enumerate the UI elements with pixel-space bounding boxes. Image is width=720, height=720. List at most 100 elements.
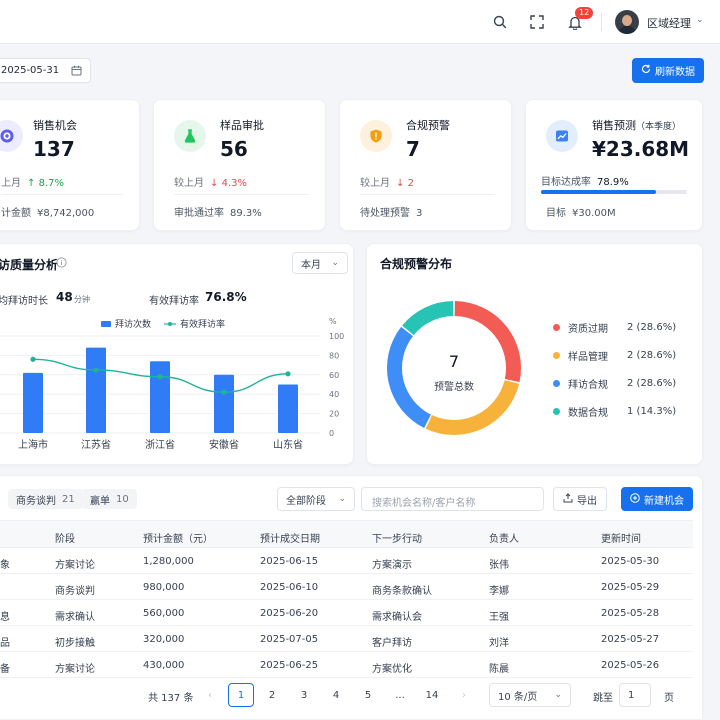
- page-size-select[interactable]: 10 条/页 ⌄: [489, 683, 571, 707]
- donut-slice: [425, 380, 520, 435]
- export-button[interactable]: 导出: [553, 487, 607, 511]
- period-value: 本月: [301, 259, 321, 271]
- table-row[interactable]: 息 需求确认 560,000 2025-06-20 需求确认会 王强 2025-…: [0, 600, 693, 626]
- legend-line-swatch: [164, 321, 176, 326]
- arrow-down-icon: ↓: [396, 178, 405, 189]
- kpi-title: 销售预测（本季度）: [592, 119, 682, 132]
- table-header: 阶段 预计金额（元） 预计成交日期 下一步行动 负责人 更新时间: [0, 520, 693, 548]
- bar: [150, 361, 170, 433]
- donut-center-label: 预警总数: [434, 382, 474, 393]
- period-select[interactable]: 本月 ⌄: [292, 252, 348, 274]
- prev-page-icon[interactable]: ‹: [208, 689, 212, 701]
- donut-legend-item: 资质过期 2 (28.6%): [553, 320, 676, 335]
- stage-chip-negotiation[interactable]: 商务谈判 21: [8, 489, 83, 509]
- column-header: 阶段: [55, 534, 75, 545]
- kpi-card-sales-forecast[interactable]: 销售预测（本季度） ¥23.68M 目标 ¥30.00M: [525, 99, 703, 231]
- x-tick-label: 安徽省: [209, 438, 239, 451]
- bar: [86, 347, 106, 433]
- donut-slice: [386, 326, 431, 428]
- page-size-value: 10 条/页: [498, 691, 538, 703]
- rate-point: [93, 367, 99, 373]
- avatar[interactable]: [615, 10, 639, 34]
- target-icon: [0, 120, 23, 152]
- refresh-button[interactable]: 刷新数据: [632, 58, 704, 83]
- effective-rate-value: 76.8%: [205, 290, 247, 304]
- search-icon[interactable]: [490, 12, 510, 32]
- trend-chart-icon: [546, 120, 578, 152]
- kpi-card-sample-approval[interactable]: 样品审批 56 较上月 ↓ 4.3% 审批通过率 89.3%: [153, 99, 326, 231]
- opportunity-table-card: [0, 475, 703, 720]
- date-value: 2025-05-31: [1, 65, 60, 76]
- rate-point: [157, 374, 163, 380]
- table-row[interactable]: 象 方案讨论 1,280,000 2025-06-15 方案演示 张伟 2025…: [0, 548, 693, 574]
- legend-dot: [553, 324, 560, 331]
- notification-badge: 12: [575, 7, 594, 19]
- search-placeholder: 搜索机会名称/客户名称: [372, 498, 476, 509]
- table-row[interactable]: 品 初步接触 320,000 2025-07-05 客户拜访 刘洋 2025-0…: [0, 626, 693, 652]
- legend-dot: [553, 380, 560, 387]
- kpi-card-compliance-alerts[interactable]: 合规预警 7 较上月 ↓ 2 待处理预警 3: [339, 99, 512, 231]
- page-button[interactable]: 2: [268, 689, 276, 701]
- page-button[interactable]: 4: [332, 689, 340, 701]
- compliance-title: 合规预警分布: [380, 257, 453, 271]
- kpi-value: ¥23.68M: [592, 137, 690, 161]
- next-page-icon[interactable]: ›: [462, 689, 466, 701]
- kpi-title: 样品审批: [220, 119, 264, 132]
- page-button[interactable]: 5: [364, 689, 372, 701]
- export-icon: [563, 492, 573, 506]
- donut-legend-item: 样品管理 2 (28.6%): [553, 348, 676, 363]
- notification-bell-icon[interactable]: 12: [565, 7, 594, 32]
- search-input[interactable]: 搜索机会名称/客户名称: [361, 487, 544, 511]
- fullscreen-icon[interactable]: [527, 12, 547, 32]
- table-row[interactable]: 备 方案讨论 430,000 2025-06-25 方案优化 陈晨 2025-0…: [0, 652, 693, 678]
- y2-tick-label: 60: [329, 371, 339, 380]
- total-count: 共 137 条: [148, 693, 194, 704]
- avg-duration-label: 均拜访时长: [0, 296, 48, 307]
- shield-alert-icon: [360, 120, 392, 152]
- arrow-down-icon: ↓: [210, 178, 219, 189]
- table-row[interactable]: 商务谈判 980,000 2025-06-10 商务条款确认 李娜 2025-0…: [0, 574, 693, 600]
- chevron-down-icon[interactable]: ⌄: [696, 15, 704, 25]
- legend-visits-label: 拜访次数: [115, 320, 152, 330]
- kpi-footer: 目标 ¥30.00M: [546, 208, 616, 219]
- chevron-down-icon: ⌄: [554, 690, 562, 700]
- legend-rate-label: 有效拜访率: [180, 320, 226, 330]
- kpi-value: 137: [33, 137, 75, 161]
- refresh-icon: [641, 64, 651, 77]
- date-picker[interactable]: 2025-05-31: [0, 58, 91, 83]
- page-ellipsis[interactable]: ...: [395, 689, 405, 701]
- arrow-up-icon: ↑: [27, 178, 36, 189]
- page-button[interactable]: 1: [228, 683, 254, 707]
- user-name[interactable]: 区域经理: [647, 17, 691, 30]
- kpi-value: 56: [220, 137, 248, 161]
- donut-legend-item: 数据合规 1 (14.3%): [553, 404, 676, 419]
- donut-legend-item: 拜访合规 2 (28.6%): [553, 376, 676, 391]
- kpi-title: 销售机会: [33, 119, 77, 132]
- rate-point: [285, 371, 291, 377]
- stage-chip-won[interactable]: 赢单 10: [82, 489, 137, 509]
- flask-icon: [174, 120, 206, 152]
- page-button[interactable]: 3: [300, 689, 308, 701]
- target-progress-fill: [541, 190, 657, 194]
- column-header: 预计成交日期: [260, 534, 320, 545]
- calendar-icon: [71, 65, 82, 79]
- bar: [23, 372, 43, 433]
- column-header: 预计金额（元）: [143, 534, 213, 545]
- goto-page-input[interactable]: 1: [619, 683, 651, 707]
- rate-point: [30, 356, 36, 362]
- kpi-card-sales-opportunities[interactable]: 销售机会 137 上月 ↑ 8.7% 计金额 ¥8,742,000: [0, 99, 140, 231]
- x-tick-label: 上海市: [18, 438, 48, 451]
- donut-slice: [454, 301, 521, 383]
- y2-tick-label: 40: [329, 390, 339, 399]
- goto-label: 跳至: [593, 693, 613, 704]
- effective-rate-label: 有效拜访率: [149, 296, 199, 307]
- page-button[interactable]: 14: [425, 689, 439, 701]
- stage-filter-select[interactable]: 全部阶段 ⌄: [277, 487, 355, 511]
- info-icon[interactable]: [56, 257, 67, 271]
- kpi-compare: 较上月 ↓ 4.3%: [174, 178, 247, 189]
- new-opportunity-button[interactable]: 新建机会: [621, 487, 693, 511]
- avg-duration-value: 48: [56, 290, 73, 304]
- legend-rate: 有效拜访率: [164, 317, 225, 330]
- y2-axis-unit: %: [329, 317, 337, 326]
- bar: [278, 384, 298, 433]
